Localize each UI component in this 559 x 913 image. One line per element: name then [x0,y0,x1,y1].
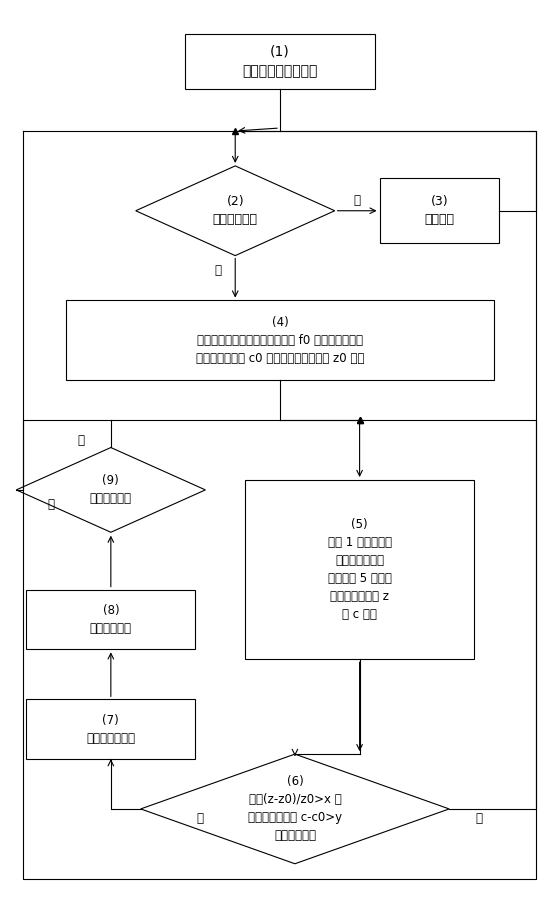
Text: 是: 是 [197,813,204,825]
Bar [26,590,196,649]
Text: 否: 否 [353,194,360,207]
Text: (2)
远方自动投入: (2) 远方自动投入 [213,195,258,226]
Text: (4)
设备初始化、存储负荷指令值在 f0 中、给煤机反馈
值（给煤量）在 c0 中、给煤机转速值在 z0 中。: (4) 设备初始化、存储负荷指令值在 f0 中、给煤机反馈 值（给煤量）在 c0… [196,316,364,365]
Text: 否: 否 [476,813,482,825]
Text: (7)
启动液压站电机: (7) 启动液压站电机 [86,714,135,745]
Text: 否: 否 [78,434,84,446]
Text: 是: 是 [48,498,55,511]
Bar [66,300,494,380]
Text: (8)
开始清堵操作: (8) 开始清堵操作 [90,604,132,635]
Text: (6)
如果(z-z0)/z0>x 且
负荷指令不变或 c-c0>y
或欠煤信号来: (6) 如果(z-z0)/z0>x 且 负荷指令不变或 c-c0>y 或欠煤信号… [248,775,342,843]
Bar [245,480,474,659]
Polygon shape [136,166,335,256]
Polygon shape [16,447,205,532]
Text: (9)
清堵效果达到: (9) 清堵效果达到 [90,475,132,506]
Bar [186,34,375,89]
Polygon shape [141,754,449,864]
Bar [380,178,499,243]
Text: 是: 是 [215,264,222,277]
Bar [26,699,196,759]
Text: (1)
开始、控制系统上电: (1) 开始、控制系统上电 [242,45,318,78]
Text: (5)
每隔 1 秒分别取转
速值和反馈值一
次，共取 5 次的平
均值，分别存在 z
和 c 中。: (5) 每隔 1 秒分别取转 速值和反馈值一 次，共取 5 次的平 均值，分别存… [328,519,392,621]
Text: (3)
手动操作: (3) 手动操作 [424,195,454,226]
